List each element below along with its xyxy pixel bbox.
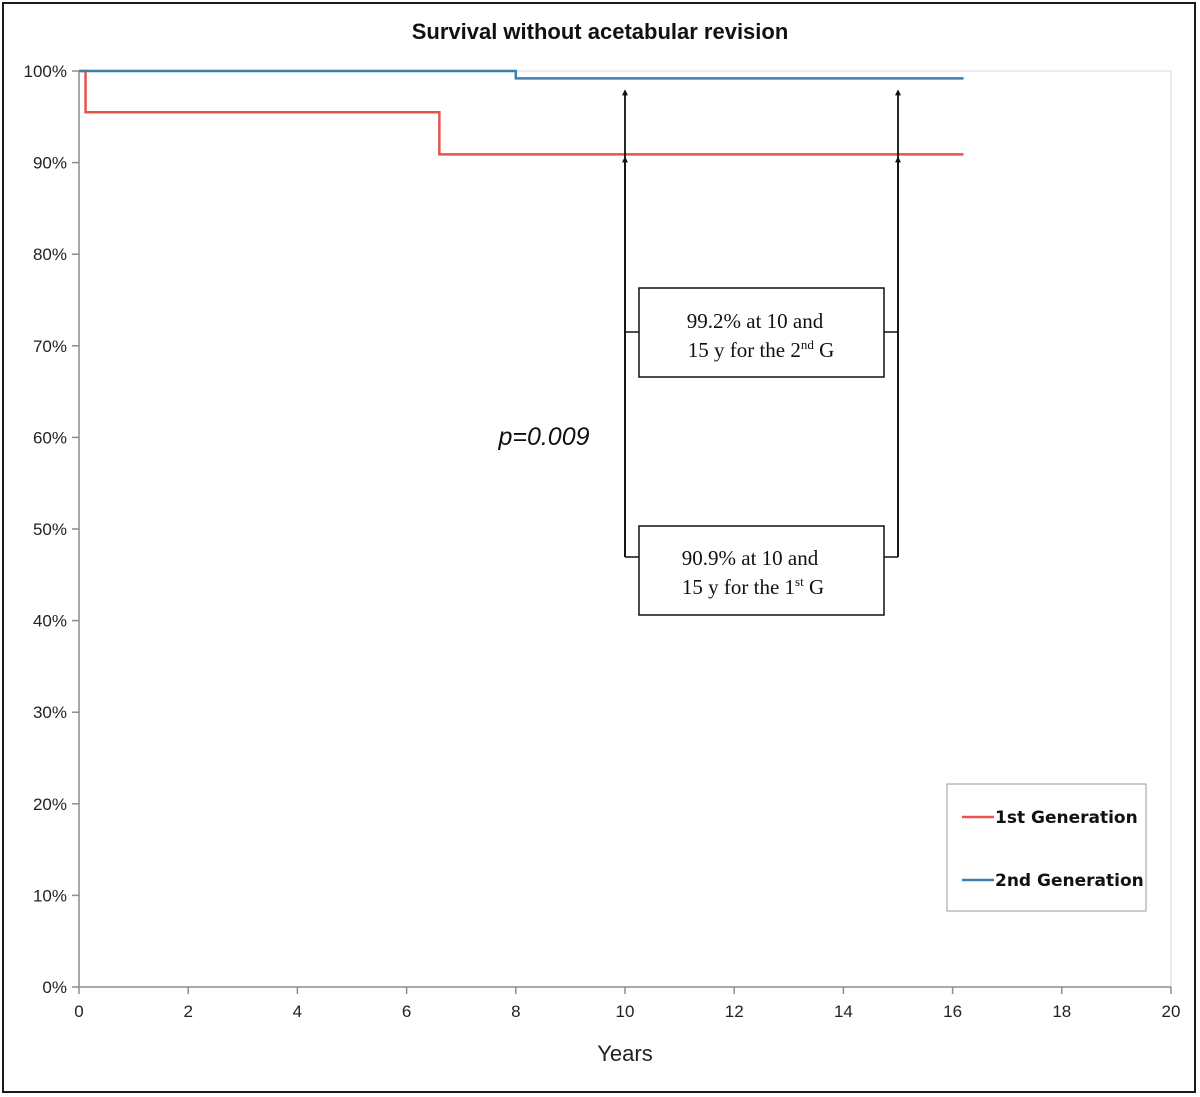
x-tick-label: 10 (616, 1002, 635, 1021)
p-value-label: p=0.009 (497, 423, 589, 451)
x-tick-label: 8 (511, 1002, 520, 1021)
legend-label-1st-generation: 1st Generation (995, 808, 1138, 828)
y-tick-label: 30% (33, 703, 67, 722)
series-line-1st-generation (79, 69, 964, 156)
annotation-2nd-line2: 15 y for the 2nd G (688, 337, 835, 362)
x-tick-label: 20 (1162, 1002, 1181, 1021)
y-tick-label: 10% (33, 886, 67, 905)
y-tick-label: 60% (33, 428, 67, 447)
annotation-1st-line2: 15 y for the 1st G (682, 574, 824, 599)
x-tick-label: 12 (725, 1002, 744, 1021)
x-tick-label: 6 (402, 1002, 411, 1021)
x-tick-label: 2 (183, 1002, 192, 1021)
legend: 1st Generation 2nd Generation (946, 783, 1147, 912)
x-axis-label: Years (597, 1041, 652, 1066)
x-tick-label: 0 (74, 1002, 83, 1021)
series-layer (79, 69, 964, 156)
y-tick-label: 40% (33, 612, 67, 631)
legend-label-2nd-generation: 2nd Generation (995, 871, 1144, 891)
annotation-1st-line1: 90.9% at 10 and (682, 546, 819, 570)
annotation-2nd-line1: 99.2% at 10 and (687, 309, 824, 333)
y-tick-label: 100% (24, 62, 67, 81)
y-tick-label: 0% (42, 978, 67, 997)
annotation-box-2nd-generation: 99.2% at 10 and 15 y for the 2nd G (638, 287, 885, 378)
x-tick-label: 18 (1052, 1002, 1071, 1021)
annotation-layer (622, 89, 901, 558)
y-tick-label: 70% (33, 337, 67, 356)
x-tick-label: 14 (834, 1002, 853, 1021)
y-tick-label: 80% (33, 245, 67, 264)
series-line-2nd-generation (79, 69, 964, 80)
x-axis: 0 2 4 6 8 10 12 14 16 18 20 (74, 986, 1181, 1021)
y-axis: 0% 10% 20% 30% 40% 50% 60% 70% 80% 90% 100% (24, 62, 80, 997)
x-tick-label: 4 (293, 1002, 302, 1021)
y-tick-label: 20% (33, 795, 67, 814)
annotation-box-1st-generation: 90.9% at 10 and 15 y for the 1st G (638, 525, 885, 616)
x-tick-label: 16 (943, 1002, 962, 1021)
chart-title: Survival without acetabular revision (412, 19, 789, 44)
y-tick-label: 90% (33, 154, 67, 173)
y-tick-label: 50% (33, 520, 67, 539)
